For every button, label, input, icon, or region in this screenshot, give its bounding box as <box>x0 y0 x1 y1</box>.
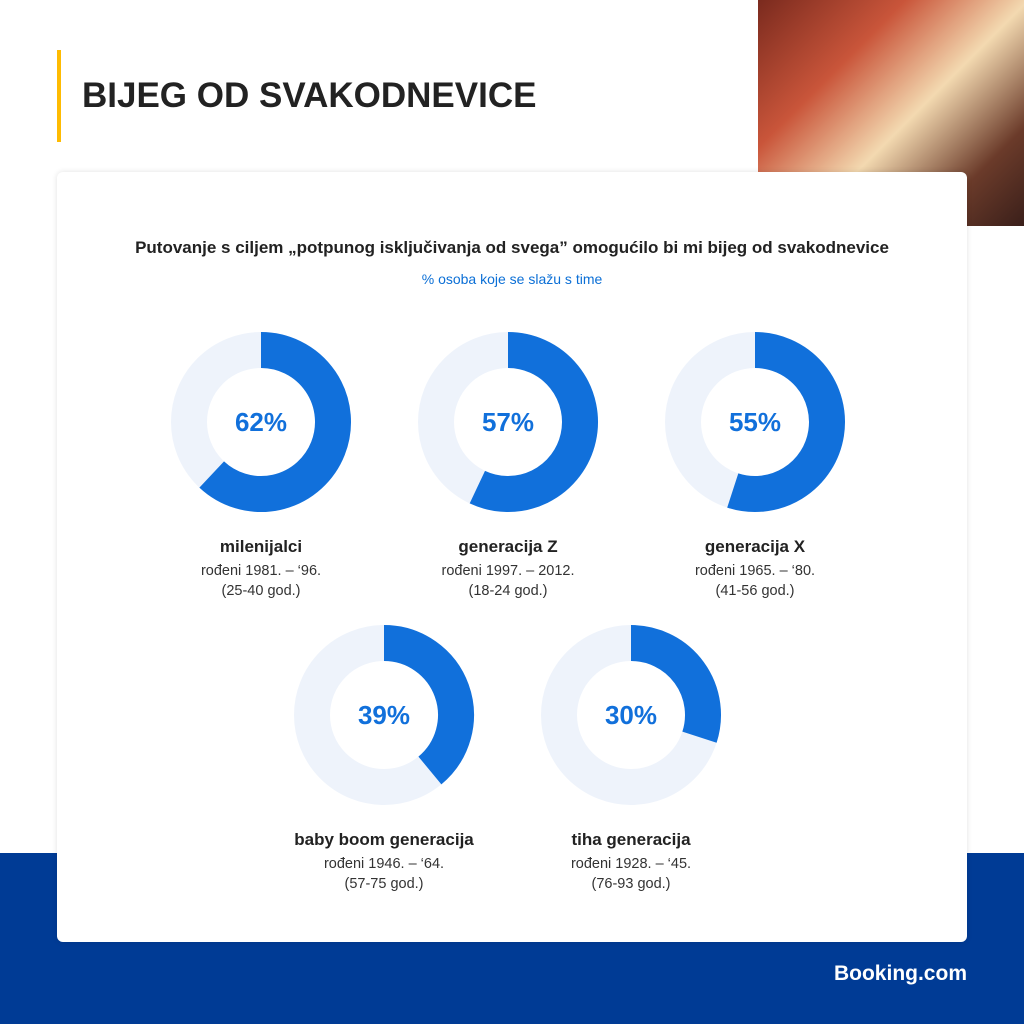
category-label: generacija Z rođeni 1997. – 2012. (18-24 g… <box>388 537 628 601</box>
generation-name: generacija Z <box>458 537 558 556</box>
birth-years: rođeni 1928. – ‘45. <box>570 856 692 872</box>
donut-2: 55% <box>665 332 845 512</box>
category-label: generacija X rođeni 1965. – ‘80. (41-56 go… <box>635 537 875 601</box>
value-label: 57% <box>482 407 534 437</box>
generation-name: tiha generacija <box>571 830 691 849</box>
donut-slice <box>383 625 474 785</box>
category-label: baby boom generacija rođeni 1946. – ‘64. (… <box>264 830 504 894</box>
birth-years: rođeni 1997. – 2012. <box>441 563 575 579</box>
donut-slice <box>630 625 721 743</box>
booking-logo: Booking.com <box>833 962 967 985</box>
donut-4: 30% <box>541 625 721 805</box>
category-label: milenijalci rođeni 1981. – ‘96. (25-40 god… <box>141 537 381 601</box>
donut-slice <box>199 332 351 512</box>
age-range: (57-75 god.) <box>344 876 424 892</box>
value-label: 30% <box>605 700 657 730</box>
birth-years: rođeni 1965. – ‘80. <box>694 563 816 579</box>
donut-0: 62% <box>171 332 351 512</box>
value-label: 55% <box>729 407 781 437</box>
chart-subtitle: % osoba koje se slažu s time <box>421 271 603 287</box>
chart-card <box>57 172 967 942</box>
donut-slice <box>469 332 598 512</box>
generation-name: milenijalci <box>219 537 303 556</box>
generation-name: baby boom generacija <box>294 830 474 849</box>
value-label: 39% <box>358 700 410 730</box>
donut-3: 39% <box>294 625 474 805</box>
title-accent-bar <box>57 50 61 142</box>
chart-title: Putovanje s ciljem „potpunog isključivan… <box>135 238 889 257</box>
generation-name: generacija X <box>704 537 806 556</box>
category-label: tiha generacija rođeni 1928. – ‘45. (76-93… <box>511 830 751 894</box>
age-range: (41-56 god.) <box>715 583 795 599</box>
age-range: (18-24 god.) <box>468 583 548 599</box>
donut-slice <box>727 332 845 512</box>
value-label: 62% <box>235 407 287 437</box>
age-range: (25-40 god.) <box>221 583 301 599</box>
page-title: BIJEG OD SVAKODNEVICE <box>82 76 537 115</box>
birth-years: rođeni 1946. – ‘64. <box>323 856 445 872</box>
age-range: (76-93 god.) <box>591 876 671 892</box>
birth-years: rođeni 1981. – ‘96. <box>200 563 322 579</box>
donut-1: 57% <box>418 332 598 512</box>
